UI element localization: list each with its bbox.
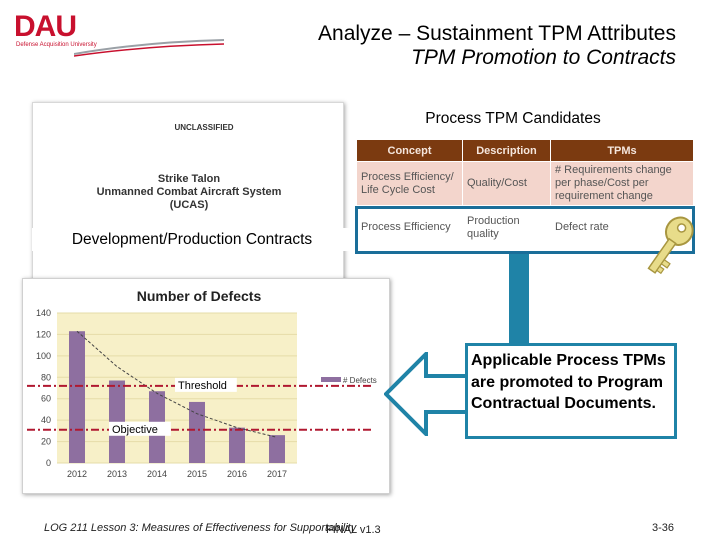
- threshold-label: Threshold: [178, 380, 227, 392]
- logo-text: DAU: [14, 10, 77, 43]
- classification-label: UNCLASSIFIED: [174, 123, 234, 132]
- document-line: Unmanned Combat Aircraft System: [96, 186, 282, 198]
- table-row: Process Efficiency Production quality De…: [356, 205, 694, 250]
- x-tick-label: 2017: [267, 469, 287, 479]
- table-cell: # Requirements change per phase/Cost per…: [550, 161, 694, 206]
- defects-chart-svg: Number of Defects 0 20 40 60 80 100 120 140 2012 2…: [27, 288, 377, 479]
- logo-swoosh-icon: [74, 39, 224, 57]
- column-header: Description: [462, 139, 551, 162]
- y-tick-label: 120: [36, 329, 51, 339]
- left-arrow-icon: [384, 352, 470, 436]
- dau-logo: DAU Defense Acquisition University: [14, 10, 224, 58]
- y-tick-label: 40: [41, 415, 51, 425]
- bar: [69, 331, 85, 463]
- slide-subtitle: TPM Promotion to Contracts: [411, 46, 676, 69]
- chart-title: Number of Defects: [137, 288, 262, 304]
- bar: [229, 427, 245, 463]
- y-tick-label: 20: [41, 437, 51, 447]
- callout-box: Applicable Process TPMs are promoted to …: [465, 343, 677, 439]
- x-tick-label: 2013: [107, 469, 127, 479]
- bar: [269, 435, 285, 463]
- x-tick-label: 2014: [147, 469, 167, 479]
- column-header: TPMs: [550, 139, 694, 162]
- column-header: Concept: [356, 139, 463, 162]
- ucas-document-thumbnail: UNCLASSIFIED Strike Talon Unmanned Comba…: [32, 102, 344, 282]
- objective-label: Objective: [112, 424, 158, 436]
- slide-title: Analyze – Sustainment TPM Attributes: [318, 22, 676, 45]
- x-tick-label: 2016: [227, 469, 247, 479]
- defects-chart: Number of Defects 0 20 40 60 80 100 120 140 2012 2…: [22, 278, 390, 494]
- threshold-label-bg: [175, 377, 237, 392]
- y-tick-label: 80: [41, 372, 51, 382]
- x-tick-label: 2012: [67, 469, 87, 479]
- candidates-title: Process TPM Candidates: [425, 110, 601, 127]
- y-tick-label: 140: [36, 308, 51, 318]
- table-row: Process Efficiency/ Life Cycle Cost Qual…: [356, 161, 694, 206]
- objective-label-bg: [109, 421, 171, 436]
- trendline: [76, 330, 278, 438]
- document-line: (UCAS): [169, 199, 209, 211]
- table-cell: Process Efficiency/ Life Cycle Cost: [356, 161, 463, 206]
- y-tick-label: 100: [36, 351, 51, 361]
- legend-label: # Defects: [343, 376, 377, 385]
- connector-bar: [509, 254, 529, 344]
- table-cell: Production quality: [462, 205, 551, 250]
- document-line: Strike Talon: [157, 173, 221, 185]
- x-tick-label: 2015: [187, 469, 207, 479]
- bar: [109, 380, 125, 463]
- candidates-table: Concept Description TPMs Process Efficie…: [356, 139, 694, 250]
- bar: [189, 401, 205, 463]
- dev-prod-contracts-label: Development/Production Contracts: [32, 228, 352, 251]
- y-tick-label: 60: [41, 394, 51, 404]
- y-tick-label: 0: [46, 458, 51, 468]
- footer-version: FINAL v1.3: [326, 524, 381, 536]
- callout-text: Applicable Process TPMs are promoted to …: [471, 352, 666, 412]
- key-icon: [647, 216, 694, 275]
- footer-course: LOG 211 Lesson 3: Measures of Effectiven…: [44, 522, 357, 534]
- table-cell: Quality/Cost: [462, 161, 551, 206]
- table-cell: Process Efficiency: [356, 205, 463, 250]
- legend-swatch: [321, 377, 341, 382]
- logo-subtitle: Defense Acquisition University: [16, 42, 97, 48]
- page-number: 3-36: [652, 522, 675, 534]
